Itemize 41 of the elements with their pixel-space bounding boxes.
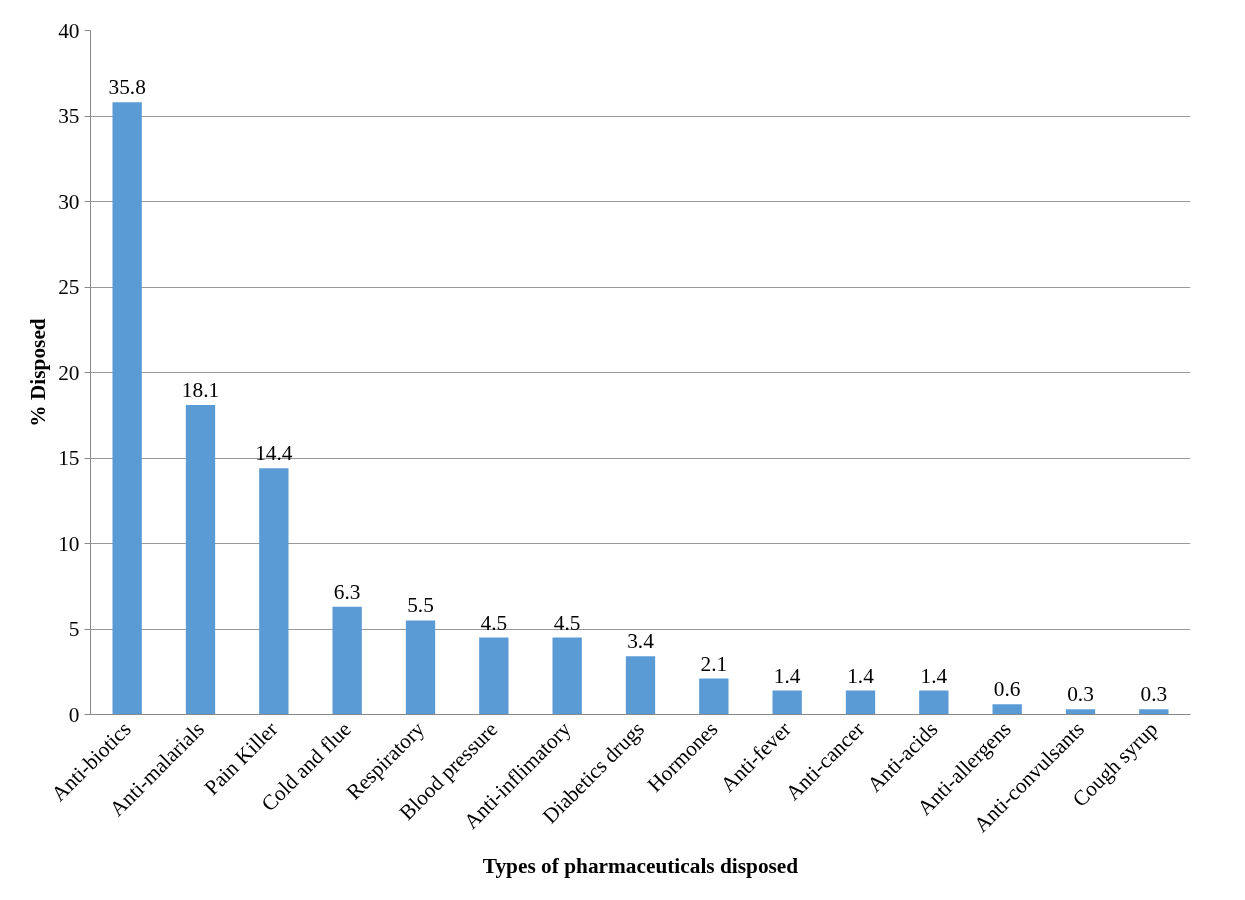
bar [552, 637, 582, 715]
data-label: 3.4 [627, 629, 655, 654]
bar [772, 690, 802, 715]
x-axis-title: Types of pharmaceuticals disposed [482, 853, 799, 878]
bar [479, 637, 509, 715]
bar [112, 102, 142, 715]
bar [625, 656, 656, 715]
y-tick-label: 5 [68, 617, 80, 641]
bar [992, 704, 1022, 715]
data-label: 4.5 [553, 610, 581, 635]
y-tick-label: 40 [58, 18, 80, 43]
y-tick-label: 30 [58, 189, 80, 214]
bar [1139, 709, 1169, 715]
y-tick-label: 15 [58, 446, 80, 470]
bar [259, 468, 289, 715]
bar [919, 690, 949, 715]
data-label: 1.4 [920, 663, 948, 688]
y-axis-title: % Disposed [26, 318, 51, 427]
data-label: 6.3 [333, 579, 361, 604]
bar [1065, 709, 1096, 715]
data-label: 0.3 [1067, 682, 1094, 707]
y-tick-label: 10 [58, 531, 80, 556]
data-label: 2.1 [700, 651, 728, 676]
data-label: 1.4 [773, 663, 801, 688]
data-label: 5.5 [407, 593, 434, 618]
bar [699, 678, 729, 715]
data-label: 35.8 [108, 75, 146, 100]
y-tick-label: 35 [58, 104, 80, 128]
bar [405, 620, 436, 715]
data-label: 14.4 [255, 441, 293, 466]
y-tick-label: 20 [58, 360, 80, 385]
data-label: 0.3 [1140, 682, 1168, 707]
bar [845, 690, 876, 715]
data-label: 4.5 [480, 610, 508, 635]
data-label: 18.1 [181, 377, 220, 402]
y-tick-label: 25 [58, 275, 80, 299]
data-label: 0.6 [993, 677, 1021, 702]
data-label: 1.4 [847, 663, 875, 688]
y-tick-label: 0 [68, 702, 80, 727]
bar [332, 606, 362, 715]
bar [185, 404, 216, 715]
